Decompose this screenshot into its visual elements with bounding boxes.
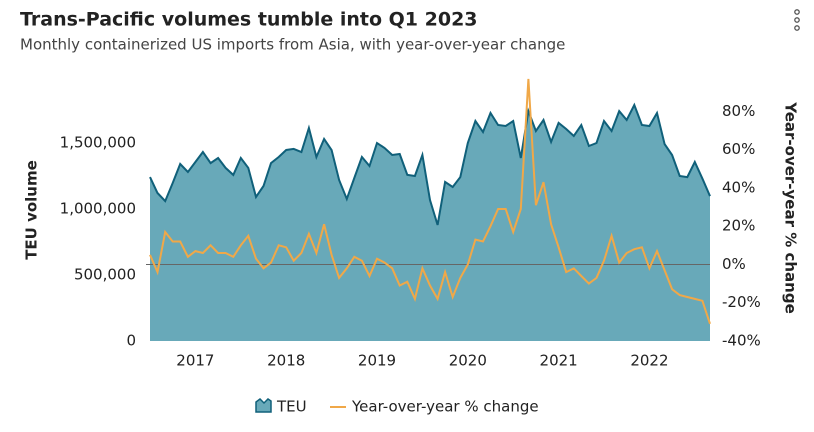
legend-label: Year-over-year % change — [351, 398, 539, 416]
line — [149, 78, 711, 325]
y2-tick-label: 20% — [722, 217, 755, 235]
y-axis-title: TEU volume — [23, 160, 41, 260]
x-tick-label: 2022 — [630, 352, 668, 370]
legend-label: TEU — [276, 398, 307, 416]
y-tick-label: 500,000 — [74, 266, 136, 284]
y-tick-label: 1,500,000 — [60, 134, 136, 152]
y2-tick-label: 60% — [722, 140, 755, 158]
x-tick-label: 2021 — [540, 352, 578, 370]
x-tick-label: 2019 — [358, 352, 396, 370]
y-tick-label: 0 — [126, 332, 136, 350]
y2-tick-label: -20% — [722, 293, 761, 311]
y2-tick-label: -40% — [722, 332, 761, 350]
x-tick-label: 2020 — [449, 352, 487, 370]
chart-subtitle: Monthly containerized US imports from As… — [20, 36, 565, 54]
y2-tick-label: 40% — [722, 178, 755, 196]
y2-tick-label: 80% — [722, 102, 755, 120]
x-tick-label: 2018 — [267, 352, 305, 370]
legend: TEU Year-over-year % change — [255, 398, 539, 416]
y2-axis-title: Year-over-year % change — [782, 101, 800, 314]
legend-swatch — [255, 398, 272, 413]
menu-icon[interactable] — [794, 9, 800, 31]
area — [150, 105, 710, 341]
area-outline — [149, 102, 711, 226]
y2-tick-label: 0% — [722, 255, 746, 273]
menu-dot — [794, 9, 800, 15]
y-tick-label: 1,000,000 — [60, 200, 136, 218]
chart-title: Trans-Pacific volumes tumble into Q1 202… — [20, 9, 478, 31]
menu-dot — [794, 17, 800, 23]
menu-dot — [794, 25, 800, 31]
x-tick-label: 2017 — [176, 352, 214, 370]
